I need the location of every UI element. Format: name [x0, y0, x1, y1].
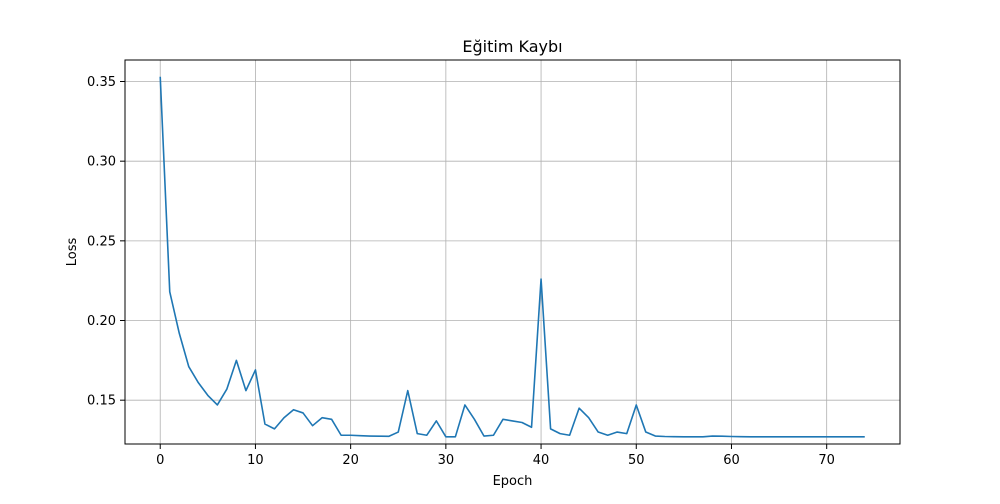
x-tick-label: 70 [818, 453, 835, 468]
y-axis-title: Loss [65, 238, 80, 267]
chart-title: Eğitim Kaybı [462, 37, 562, 56]
grid [125, 60, 900, 444]
y-tick-label: 0.15 [87, 394, 116, 409]
x-tick-label: 20 [342, 453, 359, 468]
series-layer [159, 76, 865, 438]
y-axis: 0.15 0.20 0.25 0.30 0.35 [87, 75, 125, 409]
y-tick-label: 0.30 [87, 155, 116, 170]
y-tick-label: 0.20 [87, 314, 116, 329]
x-tick-label: 60 [723, 453, 740, 468]
loss-series-line [159, 76, 865, 438]
x-axis: 0 10 20 30 40 50 60 70 [156, 444, 835, 468]
x-tick-label: 0 [156, 453, 164, 468]
plot-frame [124, 59, 901, 445]
x-tick-label: 10 [247, 453, 264, 468]
y-tick-label: 0.35 [87, 75, 116, 90]
y-tick-label: 0.25 [87, 234, 116, 249]
x-tick-label: 50 [628, 453, 645, 468]
x-axis-title: Epoch [493, 474, 533, 489]
x-tick-label: 40 [533, 453, 550, 468]
x-tick-label: 30 [438, 453, 455, 468]
